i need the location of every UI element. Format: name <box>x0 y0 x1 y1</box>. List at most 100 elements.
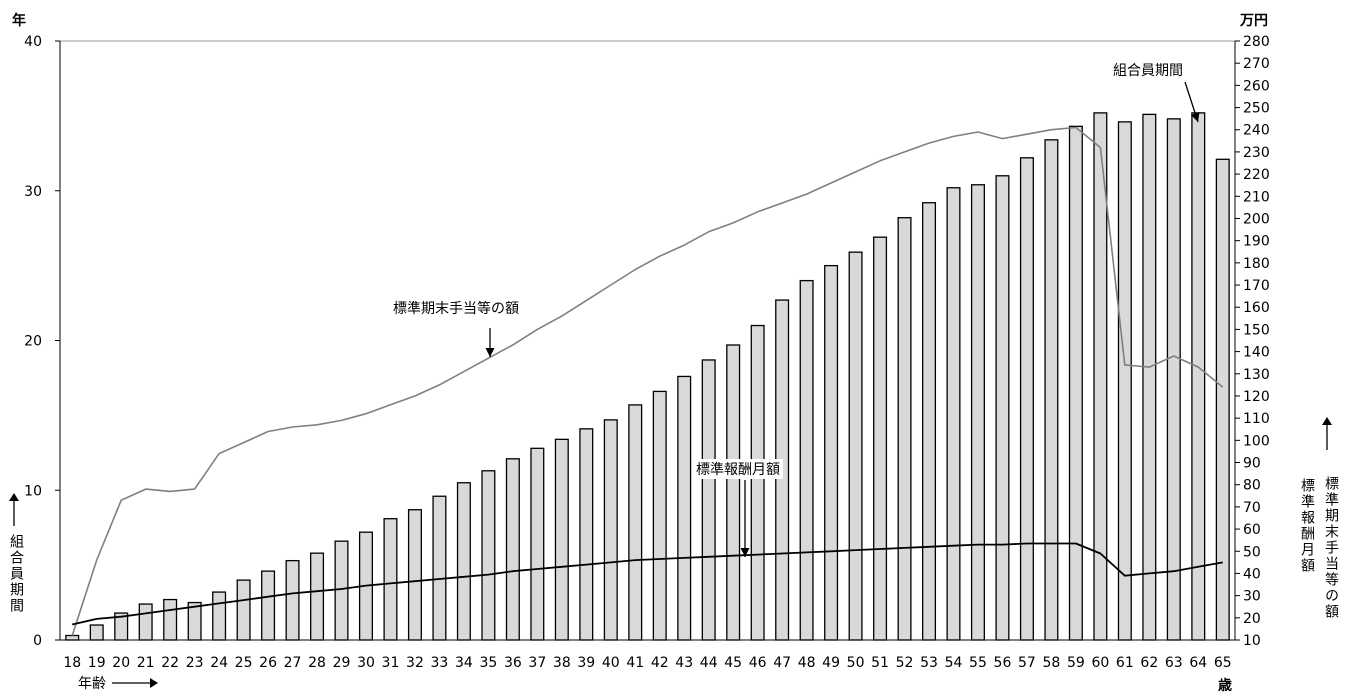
x-tick-label: 35 <box>479 655 497 671</box>
x-tick-label: 37 <box>528 655 546 671</box>
x-tick-label: 53 <box>920 655 938 671</box>
x-tick-label: 45 <box>724 655 742 671</box>
bar-40 <box>603 419 618 641</box>
bar-54 <box>946 187 961 641</box>
bar-48 <box>799 279 814 641</box>
x-tick-label: 21 <box>137 655 155 671</box>
bar-19 <box>89 624 104 641</box>
x-tick-label: 60 <box>1091 655 1109 671</box>
arrow-head <box>740 548 750 557</box>
right-tick-label: 60 <box>1243 522 1261 538</box>
bar-43 <box>677 375 692 641</box>
bar-63 <box>1166 118 1181 641</box>
x-tick-label: 42 <box>651 655 669 671</box>
x-tick-label: 63 <box>1165 655 1183 671</box>
right-tick-label: 100 <box>1243 433 1270 449</box>
x-tick-label: 43 <box>675 655 693 671</box>
x-tick-label: 58 <box>1042 655 1060 671</box>
x-tick-label: 24 <box>210 655 228 671</box>
x-tick-label: 32 <box>406 655 424 671</box>
x-tick-label: 64 <box>1189 655 1207 671</box>
bar-26 <box>261 570 276 641</box>
bar-20 <box>114 612 129 641</box>
bar-28 <box>310 552 325 641</box>
x-tick-label: 57 <box>1018 655 1036 671</box>
right-tick-label: 20 <box>1243 611 1261 627</box>
arrow-houshu-icon <box>740 480 750 557</box>
bar-65 <box>1215 158 1230 641</box>
bar-33 <box>432 495 447 641</box>
right-tick-label: 280 <box>1243 34 1270 50</box>
left-axis-arrow-icon <box>9 493 19 526</box>
right-tick-label: 250 <box>1243 101 1270 117</box>
x-tick-label: 18 <box>63 655 81 671</box>
x-axis-title: 年齢 <box>78 676 106 692</box>
right-axis-arrow-icon <box>1322 417 1332 450</box>
line-kimatsu <box>71 126 1224 636</box>
bar-36 <box>505 458 520 641</box>
x-tick-label: 26 <box>259 655 277 671</box>
right-tick-label: 130 <box>1243 367 1270 383</box>
plot-frame <box>59 40 1236 641</box>
bar-49 <box>824 264 839 641</box>
bar-64 <box>1191 112 1206 641</box>
bar-34 <box>456 482 471 641</box>
bar-52 <box>897 217 912 641</box>
x-tick-label: 20 <box>112 655 130 671</box>
bar-35 <box>481 470 496 641</box>
line-houshu <box>71 542 1223 626</box>
annotation-houshu: 標準報酬月額 <box>693 459 783 479</box>
x-tick-label: 28 <box>308 655 326 671</box>
bar-series-kumiai <box>65 112 1230 641</box>
arrow-kumiai-icon <box>1184 81 1200 123</box>
right-tick-label: 170 <box>1243 278 1270 294</box>
x-tick-label: 36 <box>504 655 522 671</box>
x-tick-label: 49 <box>822 655 840 671</box>
left-tick-label: 20 <box>24 334 42 350</box>
right-tick-label: 40 <box>1243 566 1261 582</box>
arrow-head <box>1190 112 1200 122</box>
bar-60 <box>1093 112 1108 641</box>
arrow-head <box>485 348 495 357</box>
right-axis-title-kimatsu: 標準期末手当等の額 <box>1323 476 1339 620</box>
right-tick-label: 80 <box>1243 478 1261 494</box>
x-tick-label: 54 <box>945 655 963 671</box>
right-tick-label: 140 <box>1243 345 1270 361</box>
right-tick-label: 150 <box>1243 322 1270 338</box>
bar-50 <box>848 251 863 641</box>
bar-18 <box>65 634 80 641</box>
left-tick-label: 30 <box>24 184 42 200</box>
bar-59 <box>1068 125 1083 641</box>
right-axis-title-houshu: 標準報酬月額 <box>1299 478 1315 574</box>
bar-37 <box>530 447 545 641</box>
bar-24 <box>212 591 227 641</box>
bar-44 <box>701 359 716 641</box>
left-tick-label: 40 <box>24 34 42 50</box>
left-axis-ticks: 0 10 20 30 40 <box>24 34 60 649</box>
x-tick-label: 40 <box>602 655 620 671</box>
right-tick-label: 270 <box>1243 56 1270 72</box>
x-axis-ticks: 18 19 20 21 22 23 24 25 26 27 28 29 30 31 32 33 34 35 36 37… <box>63 655 1231 671</box>
right-tick-label: 90 <box>1243 456 1261 472</box>
annotation-arrows <box>485 81 1200 557</box>
bar-45 <box>726 344 741 641</box>
right-tick-label: 70 <box>1243 500 1261 516</box>
left-tick-label: 0 <box>33 633 42 649</box>
x-tick-label: 51 <box>871 655 889 671</box>
x-axis-arrow-icon <box>112 678 158 688</box>
right-tick-label: 240 <box>1243 123 1270 139</box>
line-series <box>71 126 1224 636</box>
bar-58 <box>1044 139 1059 641</box>
left-tick-label: 10 <box>24 483 42 499</box>
x-tick-label: 31 <box>382 655 400 671</box>
right-tick-label: 30 <box>1243 589 1261 605</box>
bar-41 <box>628 404 643 641</box>
x-tick-label: 62 <box>1140 655 1158 671</box>
bar-29 <box>334 540 349 641</box>
bar-39 <box>579 428 594 641</box>
right-tick-label: 200 <box>1243 211 1270 227</box>
x-tick-label: 59 <box>1067 655 1085 671</box>
bar-53 <box>921 202 937 641</box>
left-axis-title: 組合員期間 <box>8 534 24 614</box>
